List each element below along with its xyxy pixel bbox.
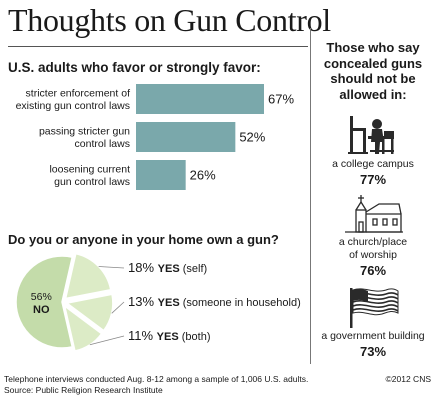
- bar: [136, 160, 186, 190]
- pie-leader-line: [89, 335, 125, 346]
- source-note: Source: Public Religion Research Institu…: [4, 384, 163, 395]
- pie-yes-word: YES: [157, 331, 182, 343]
- side-place-line: a church/place: [338, 236, 408, 248]
- copyright-credit: ©2012 CNS: [385, 374, 431, 384]
- side-place-label: a government building: [321, 330, 425, 342]
- american-flag-icon: [350, 288, 399, 328]
- bar: [136, 84, 264, 114]
- pie-slice-detail: (both): [182, 331, 211, 343]
- bar-value-label: 26%: [190, 168, 216, 183]
- bar-category-label: gun control laws: [54, 176, 130, 188]
- student-at-desk-icon: [348, 116, 394, 154]
- side-item-college: a college campus 77%: [314, 114, 432, 187]
- bar-value-label: 67%: [268, 92, 294, 107]
- side-percent: 73%: [359, 344, 387, 359]
- pie-slice-percent: 56%: [31, 291, 52, 303]
- methodology-note: Telephone interviews conducted Aug. 8-12…: [4, 374, 309, 384]
- side-percent: 76%: [359, 263, 387, 278]
- pie-slice-label: 11% YES (both): [128, 328, 211, 343]
- pie-slice-detail: (someone in household): [183, 297, 301, 309]
- pie-leader-line: [98, 266, 125, 269]
- pie-slice-percent: 13%: [128, 294, 158, 309]
- pie-slice-label: 13% YES (someone in household): [128, 294, 301, 309]
- side-item-government: a government building 73%: [314, 286, 432, 359]
- side-place-line: of worship: [349, 249, 397, 261]
- pie-slice: [64, 252, 112, 300]
- pie-slice-detail: (self): [183, 263, 207, 275]
- pie-yes-word: YES: [158, 263, 183, 275]
- pie-chart: 56%NO 18% YES (self) 13% YES (someone in h…: [15, 252, 301, 352]
- pie-slice-percent: 18%: [128, 260, 158, 275]
- side-heading-line: should not be: [330, 71, 416, 86]
- pie-yes-word: YES: [158, 297, 183, 309]
- side-item-church: a church/place of worship 76%: [314, 194, 432, 278]
- side-heading-line: concealed guns: [323, 55, 423, 71]
- side-heading-line: Those who say: [326, 40, 420, 55]
- pie-chart-heading: Do you or anyone in your home own a gun?: [8, 232, 279, 247]
- bar-value-label: 52%: [239, 130, 265, 145]
- bar: [136, 122, 236, 152]
- side-place-label: a college campus: [332, 158, 414, 170]
- side-place-label: a church/place of worship: [314, 236, 432, 262]
- side-heading-line: allowed in:: [339, 86, 407, 102]
- footer-notes: Telephone interviews conducted Aug. 8-12…: [4, 374, 308, 395]
- pie-leader-line: [111, 301, 125, 314]
- page-title: Thoughts on Gun Control: [8, 2, 331, 38]
- pie-slice-percent: 11%: [128, 328, 157, 343]
- pie-slice: [65, 293, 114, 332]
- side-panel-heading: Those who say concealed guns should not …: [314, 40, 432, 102]
- pie-slice-label: NO: [33, 304, 50, 316]
- church-icon: [345, 195, 403, 233]
- bar-category-label: existing gun control laws: [16, 100, 130, 112]
- side-percent: 77%: [359, 172, 387, 187]
- bar-chart-heading: U.S. adults who favor or strongly favor:: [8, 60, 261, 75]
- pie-slice: [15, 255, 74, 349]
- bar-category-label: stricter enforcement of: [26, 87, 131, 99]
- bar-category-label: control laws: [75, 138, 130, 150]
- column-divider: [310, 28, 311, 364]
- title-divider: [8, 46, 308, 47]
- pie-slice-label: 18% YES (self): [128, 260, 207, 275]
- bar-category-label: loosening current: [49, 163, 130, 175]
- bar-category-label: passing stricter gun: [39, 125, 130, 137]
